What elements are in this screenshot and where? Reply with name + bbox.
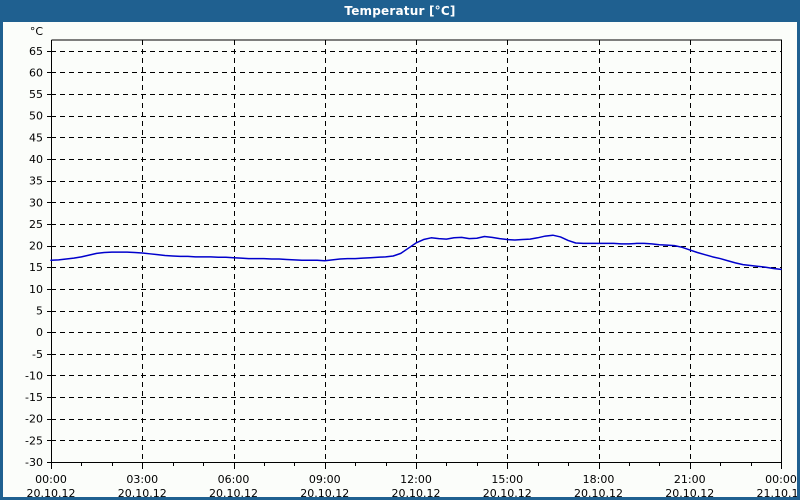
x-axis-time-label: 03:00 [126, 473, 158, 486]
y-axis-tick-label: 40 [29, 153, 43, 166]
y-axis-tick-label: -30 [25, 456, 43, 469]
y-axis-tick-label: 15 [29, 261, 43, 274]
x-axis-date-label: 20.10.12 [574, 487, 623, 497]
y-axis-tick-label: 30 [29, 196, 43, 209]
x-tick-marks [51, 462, 782, 469]
y-axis-tick-label: 5 [36, 305, 43, 318]
x-axis-labels: 00:0020.10.1203:0020.10.1206:0020.10.120… [27, 473, 797, 497]
x-axis-time-label: 00:00 [35, 473, 67, 486]
y-axis-tick-label: 60 [29, 66, 43, 79]
y-axis-tick-label: 10 [29, 283, 43, 296]
x-axis-time-label: 12:00 [400, 473, 432, 486]
y-axis-tick-label: -15 [25, 391, 43, 404]
y-axis-tick-label: -5 [32, 348, 43, 361]
y-axis-unit-label: °C [30, 25, 44, 38]
series-group [50, 234, 782, 271]
x-axis-date-label: 20.10.12 [27, 487, 76, 497]
page-title: Temperatur [°C] [344, 4, 456, 18]
x-axis-date-label: 21.10.12 [757, 487, 797, 497]
temperature-line-chart: -30 -25 -20 -15 -10 -5 0 5 10 15 20 25 30 35 40 45 50 55 6… [25, 25, 797, 497]
y-axis-tick-label: 65 [29, 45, 43, 58]
y-axis-tick-label: 50 [29, 110, 43, 123]
x-axis-date-label: 20.10.12 [209, 487, 258, 497]
x-axis-date-label: 20.10.12 [118, 487, 167, 497]
plot-area-container: -30 -25 -20 -15 -10 -5 0 5 10 15 20 25 30 35 40 45 50 55 6… [3, 22, 797, 497]
x-axis-date-label: 20.10.12 [483, 487, 532, 497]
grid-vertical-group [142, 40, 691, 462]
y-axis-tick-label: -20 [25, 413, 43, 426]
y-axis-tick-label: 45 [29, 131, 43, 144]
y-axis-tick-label: 20 [29, 240, 43, 253]
x-axis-time-label: 18:00 [583, 473, 615, 486]
x-axis-time-label: 00:00 [765, 473, 797, 486]
x-axis-date-label: 20.10.12 [392, 487, 441, 497]
x-axis-time-label: 09:00 [309, 473, 341, 486]
y-axis-tick-label: -10 [25, 369, 43, 382]
x-axis-date-label: 20.10.12 [300, 487, 349, 497]
x-axis-time-label: 15:00 [491, 473, 523, 486]
x-axis-date-label: 20.10.12 [665, 487, 714, 497]
y-axis-tick-label: 25 [29, 218, 43, 231]
y-axis-tick-label: -25 [25, 434, 43, 447]
x-axis-time-label: 21:00 [674, 473, 706, 486]
y-axis-labels: -30 -25 -20 -15 -10 -5 0 5 10 15 20 25 30 35 40 45 50 55 6… [25, 45, 43, 469]
window-title-bar: Temperatur [°C] [3, 0, 797, 22]
temperature-series-line [50, 234, 782, 271]
y-axis-tick-label: 35 [29, 175, 43, 188]
x-axis-time-label: 06:00 [218, 473, 250, 486]
y-axis-tick-label: 55 [29, 88, 43, 101]
y-axis-tick-label: 0 [36, 326, 43, 339]
y-tick-marks [47, 51, 51, 463]
